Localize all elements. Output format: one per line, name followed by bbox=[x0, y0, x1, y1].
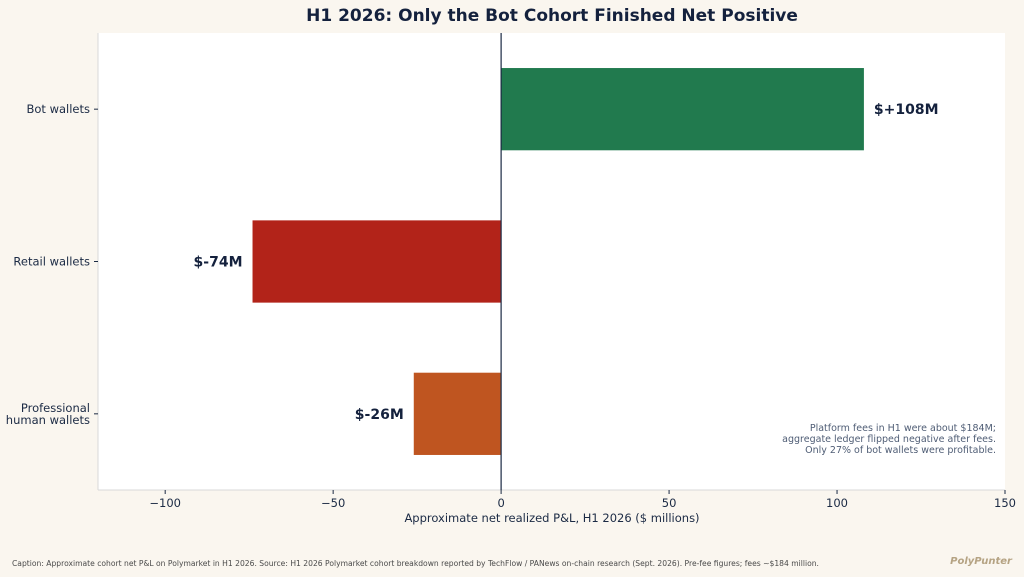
annotation-line: Only 27% of bot wallets were profitable. bbox=[805, 445, 996, 456]
category-label-line: Professional bbox=[21, 401, 90, 415]
brand-logo: PolyPunter bbox=[950, 556, 1012, 567]
annotation-line: aggregate ledger flipped negative after … bbox=[782, 434, 996, 445]
annotation-text: Platform fees in H1 were about $184M; agg… bbox=[782, 423, 996, 456]
x-axis-label: Approximate net realized P&L, H1 2026 ($… bbox=[404, 511, 699, 525]
value-label-2: $-26M bbox=[355, 407, 404, 423]
category-label-line: Retail wallets bbox=[13, 255, 90, 269]
category-label-line: Bot wallets bbox=[26, 102, 90, 116]
chart-title: H1 2026: Only the Bot Cohort Finished Ne… bbox=[306, 6, 798, 26]
annotation-line: Platform fees in H1 were about $184M; bbox=[810, 423, 996, 434]
bars-layer bbox=[252, 68, 864, 455]
category-label-0: Bot wallets bbox=[26, 102, 90, 116]
x-tick-label-5: 150 bbox=[994, 496, 1016, 510]
x-tick-label-3: 50 bbox=[662, 496, 677, 510]
bar-2 bbox=[413, 372, 502, 455]
annotation: Platform fees in H1 were about $184M; agg… bbox=[782, 423, 996, 456]
bar-0 bbox=[501, 68, 864, 151]
ticks-layer: −100 −50 0 50 100 150 bbox=[94, 108, 1016, 510]
x-tick-label-0: −100 bbox=[149, 496, 181, 510]
category-label-2: Professional human wallets bbox=[6, 401, 90, 427]
caption: Caption: Approximate cohort net P&L on P… bbox=[12, 559, 819, 568]
value-label-0: $+108M bbox=[874, 102, 939, 118]
category-label-line: human wallets bbox=[6, 413, 90, 427]
x-tick-label-4: 100 bbox=[826, 496, 848, 510]
x-tick-label-2: 0 bbox=[497, 496, 504, 510]
x-tick-label-1: −50 bbox=[321, 496, 345, 510]
labels-layer: $+108M Bot wallets $-74M Retail wallets $-26… bbox=[6, 102, 939, 427]
value-label-1: $-74M bbox=[194, 255, 243, 271]
bar-1 bbox=[252, 220, 502, 303]
category-label-1: Retail wallets bbox=[13, 255, 90, 269]
